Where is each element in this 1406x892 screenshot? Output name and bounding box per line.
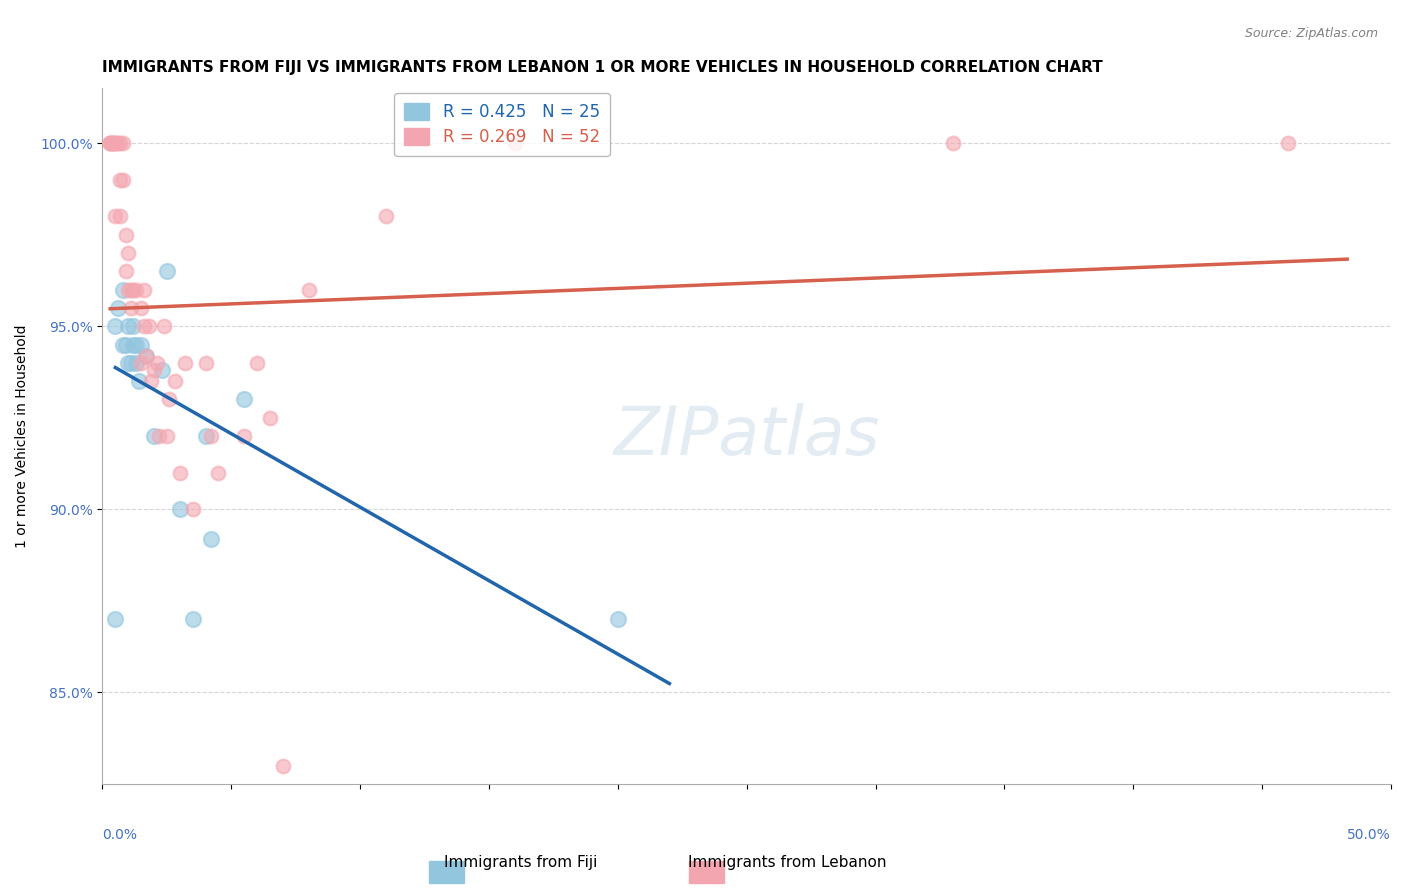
Point: [110, 173, 132, 187]
Point: [271, 758, 294, 772]
Point: [117, 356, 139, 370]
Point: [120, 301, 142, 315]
Point: [107, 136, 129, 151]
Y-axis label: 1 or more Vehicles in Household: 1 or more Vehicles in Household: [15, 325, 30, 548]
Point: [169, 466, 191, 480]
Point: [156, 264, 179, 278]
Point: [107, 301, 129, 315]
Text: Immigrants from Lebanon: Immigrants from Lebanon: [688, 855, 887, 870]
Point: [194, 429, 217, 443]
Point: [169, 502, 191, 516]
Point: [125, 356, 148, 370]
Point: [200, 429, 222, 443]
Point: [101, 136, 124, 151]
Point: [145, 356, 167, 370]
Point: [112, 283, 135, 297]
Text: Source: ZipAtlas.com: Source: ZipAtlas.com: [1244, 27, 1378, 40]
Point: [1277, 136, 1299, 151]
Point: [194, 356, 217, 370]
Point: [143, 429, 166, 443]
Point: [246, 356, 269, 370]
Point: [117, 246, 139, 260]
Point: [110, 210, 132, 224]
Point: [336, 795, 359, 809]
Point: [141, 374, 163, 388]
Point: [181, 502, 204, 516]
Point: [104, 319, 127, 334]
Point: [112, 337, 135, 351]
Point: [135, 349, 157, 363]
Point: [117, 319, 139, 334]
Point: [374, 210, 396, 224]
Point: [104, 612, 127, 626]
Point: [132, 283, 155, 297]
Point: [200, 532, 222, 546]
Point: [117, 283, 139, 297]
Point: [112, 136, 135, 151]
Point: [129, 337, 152, 351]
Point: [120, 283, 142, 297]
Point: [112, 173, 135, 187]
Point: [153, 319, 176, 334]
Point: [114, 337, 136, 351]
Point: [942, 136, 965, 151]
Text: 0.0%: 0.0%: [103, 828, 138, 842]
Point: [503, 136, 526, 151]
Point: [110, 136, 132, 151]
Point: [150, 363, 173, 377]
Point: [233, 392, 256, 407]
Point: [163, 374, 186, 388]
Point: [122, 319, 145, 334]
Point: [259, 410, 281, 425]
Point: [143, 363, 166, 377]
Text: 50.0%: 50.0%: [1347, 828, 1391, 842]
Point: [233, 429, 256, 443]
Point: [298, 283, 321, 297]
Point: [125, 337, 148, 351]
Point: [129, 301, 152, 315]
Point: [114, 227, 136, 242]
Point: [104, 136, 127, 151]
Point: [98, 136, 121, 151]
Point: [120, 356, 142, 370]
Point: [125, 283, 148, 297]
Point: [181, 612, 204, 626]
Point: [98, 136, 121, 151]
Point: [159, 392, 181, 407]
Point: [156, 429, 179, 443]
Point: [207, 466, 229, 480]
Point: [104, 210, 127, 224]
Point: [606, 612, 628, 626]
Point: [129, 356, 152, 370]
Legend: R = 0.425   N = 25, R = 0.269   N = 52: R = 0.425 N = 25, R = 0.269 N = 52: [394, 93, 610, 156]
Text: IMMIGRANTS FROM FIJI VS IMMIGRANTS FROM LEBANON 1 OR MORE VEHICLES IN HOUSEHOLD : IMMIGRANTS FROM FIJI VS IMMIGRANTS FROM …: [103, 60, 1104, 75]
Point: [148, 429, 170, 443]
Point: [135, 349, 157, 363]
Point: [128, 374, 150, 388]
Point: [122, 283, 145, 297]
Point: [132, 319, 155, 334]
Point: [138, 319, 160, 334]
Point: [101, 136, 124, 151]
Point: [98, 136, 121, 151]
Point: [174, 356, 197, 370]
Point: [114, 264, 136, 278]
Point: [122, 337, 145, 351]
Text: Immigrants from Fiji: Immigrants from Fiji: [443, 855, 598, 870]
Point: [104, 136, 127, 151]
Text: ZIPatlas: ZIPatlas: [613, 403, 880, 469]
